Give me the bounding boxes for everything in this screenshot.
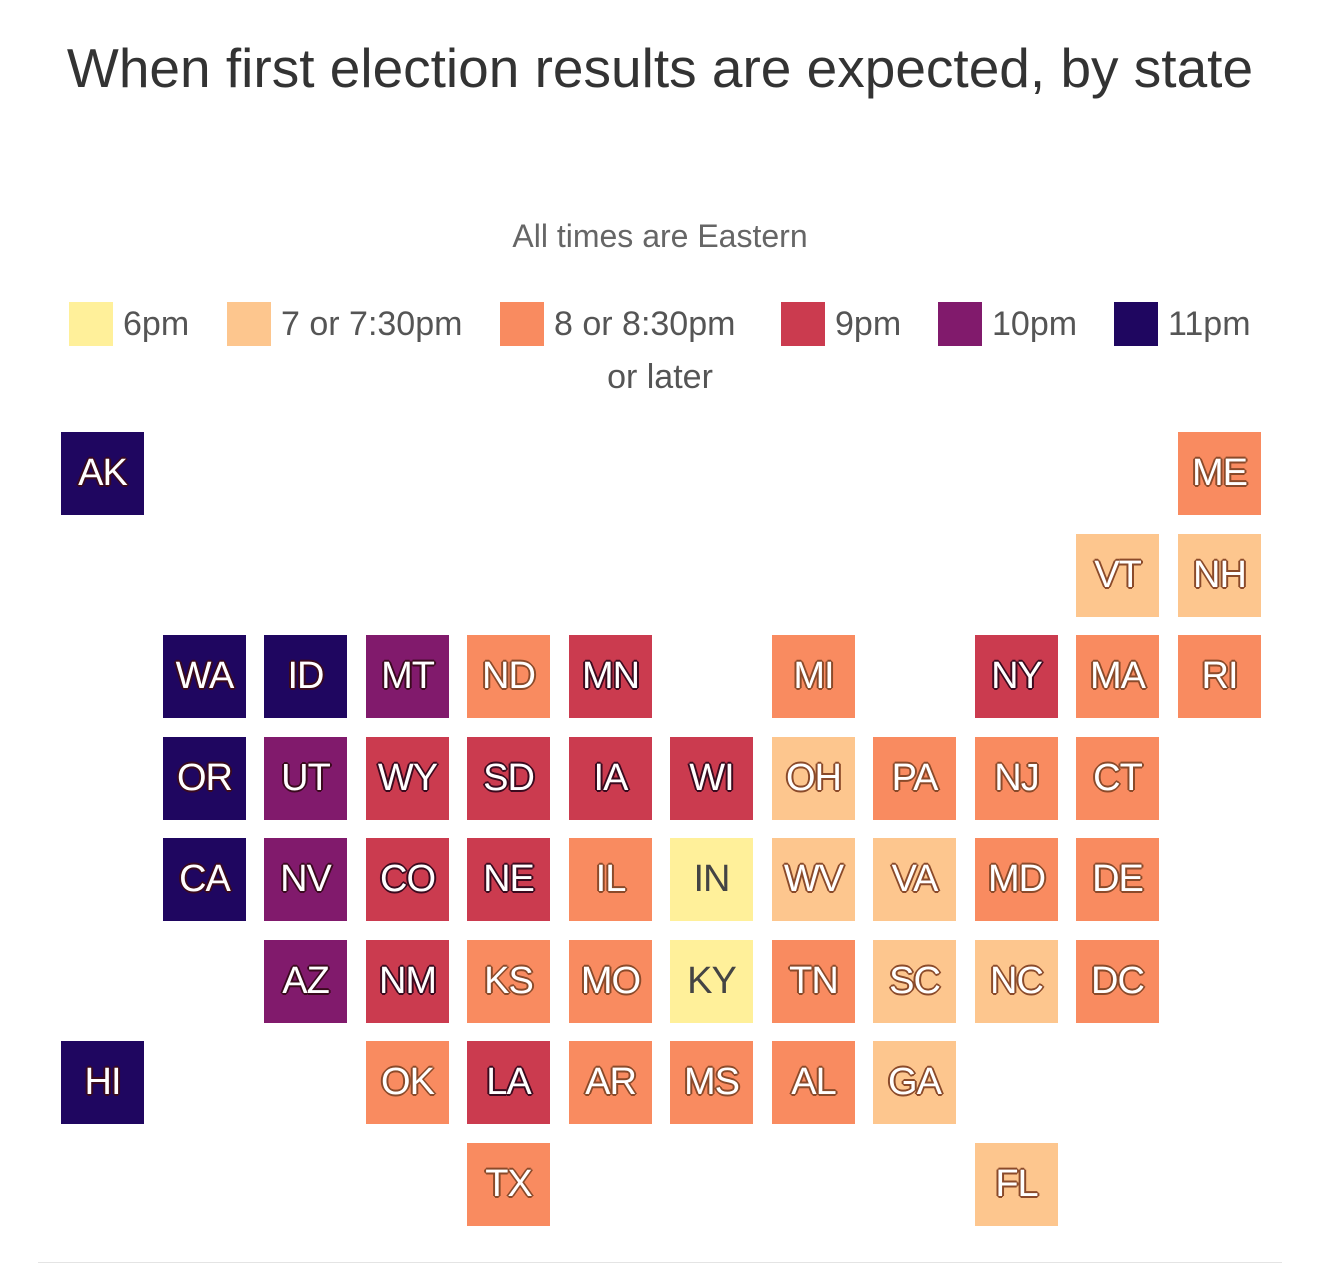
state-tile-de[interactable]: DE (1076, 838, 1159, 921)
state-tile-sd[interactable]: SD (467, 737, 550, 820)
state-tile-ia[interactable]: IA (569, 737, 652, 820)
state-tile-wy[interactable]: WY (366, 737, 449, 820)
state-tile-id[interactable]: ID (264, 635, 347, 718)
state-tile-fl[interactable]: FL (975, 1143, 1058, 1226)
state-tile-nc[interactable]: NC (975, 940, 1058, 1023)
legend-label: 10pm (992, 305, 1078, 343)
state-tile-ga[interactable]: GA (873, 1041, 956, 1124)
state-tile-ak[interactable]: AK (61, 432, 144, 515)
state-tile-la[interactable]: LA (467, 1041, 550, 1124)
legend-item-8pm: 8 or 8:30pm (500, 302, 735, 346)
legend-swatch (69, 302, 113, 346)
state-tile-ky[interactable]: KY (670, 940, 753, 1023)
state-tile-md[interactable]: MD (975, 838, 1058, 921)
state-tile-va[interactable]: VA (873, 838, 956, 921)
state-tile-mi[interactable]: MI (772, 635, 855, 718)
legend: 6pm 7 or 7:30pm 8 or 8:30pm 9pm 10pm 11p… (0, 302, 1320, 412)
legend-item-11pm: 11pm (1114, 302, 1251, 346)
state-tile-or[interactable]: OR (163, 737, 246, 820)
state-tile-mn[interactable]: MN (569, 635, 652, 718)
state-tile-wa[interactable]: WA (163, 635, 246, 718)
state-tile-nv[interactable]: NV (264, 838, 347, 921)
legend-item-9pm: 9pm (781, 302, 901, 346)
state-tile-al[interactable]: AL (772, 1041, 855, 1124)
state-tile-tn[interactable]: TN (772, 940, 855, 1023)
state-tile-co[interactable]: CO (366, 838, 449, 921)
state-tile-me[interactable]: ME (1178, 432, 1261, 515)
legend-swatch (1114, 302, 1158, 346)
legend-label: 6pm (123, 305, 190, 343)
state-tile-ok[interactable]: OK (366, 1041, 449, 1124)
state-tile-ct[interactable]: CT (1076, 737, 1159, 820)
state-tile-dc[interactable]: DC (1076, 940, 1159, 1023)
state-tile-nj[interactable]: NJ (975, 737, 1058, 820)
legend-item-7pm: 7 or 7:30pm (227, 302, 462, 346)
state-tile-ms[interactable]: MS (670, 1041, 753, 1124)
state-tile-ca[interactable]: CA (163, 838, 246, 921)
legend-swatch (938, 302, 982, 346)
state-tile-hi[interactable]: HI (61, 1041, 144, 1124)
legend-item-10pm: 10pm (938, 302, 1077, 346)
state-tile-sc[interactable]: SC (873, 940, 956, 1023)
legend-swatch (500, 302, 544, 346)
state-tile-in[interactable]: IN (670, 838, 753, 921)
legend-label: 7 or 7:30pm (281, 305, 463, 343)
state-tile-wi[interactable]: WI (670, 737, 753, 820)
legend-wrap-label: or later (607, 358, 713, 396)
state-tile-il[interactable]: IL (569, 838, 652, 921)
state-tile-ma[interactable]: MA (1076, 635, 1159, 718)
legend-swatch (227, 302, 271, 346)
legend-swatch (781, 302, 825, 346)
legend-label: 11pm (1168, 305, 1251, 343)
state-tile-nm[interactable]: NM (366, 940, 449, 1023)
state-tile-ny[interactable]: NY (975, 635, 1058, 718)
state-tile-nh[interactable]: NH (1178, 534, 1261, 617)
legend-label: 9pm (835, 305, 902, 343)
state-tile-ut[interactable]: UT (264, 737, 347, 820)
legend-label: 8 or 8:30pm (554, 305, 736, 343)
state-tile-az[interactable]: AZ (264, 940, 347, 1023)
state-tile-ks[interactable]: KS (467, 940, 550, 1023)
state-tile-ri[interactable]: RI (1178, 635, 1261, 718)
legend-item-6pm: 6pm (69, 302, 189, 346)
state-tile-wv[interactable]: WV (772, 838, 855, 921)
state-tile-tx[interactable]: TX (467, 1143, 550, 1226)
divider (38, 1262, 1282, 1263)
state-tile-ne[interactable]: NE (467, 838, 550, 921)
state-tile-ar[interactable]: AR (569, 1041, 652, 1124)
chart-title: When first election results are expected… (66, 37, 1254, 99)
state-tile-nd[interactable]: ND (467, 635, 550, 718)
state-tile-mo[interactable]: MO (569, 940, 652, 1023)
state-tile-oh[interactable]: OH (772, 737, 855, 820)
state-tile-pa[interactable]: PA (873, 737, 956, 820)
state-tile-mt[interactable]: MT (366, 635, 449, 718)
state-tile-vt[interactable]: VT (1076, 534, 1159, 617)
chart-subtitle: All times are Eastern (512, 218, 808, 254)
